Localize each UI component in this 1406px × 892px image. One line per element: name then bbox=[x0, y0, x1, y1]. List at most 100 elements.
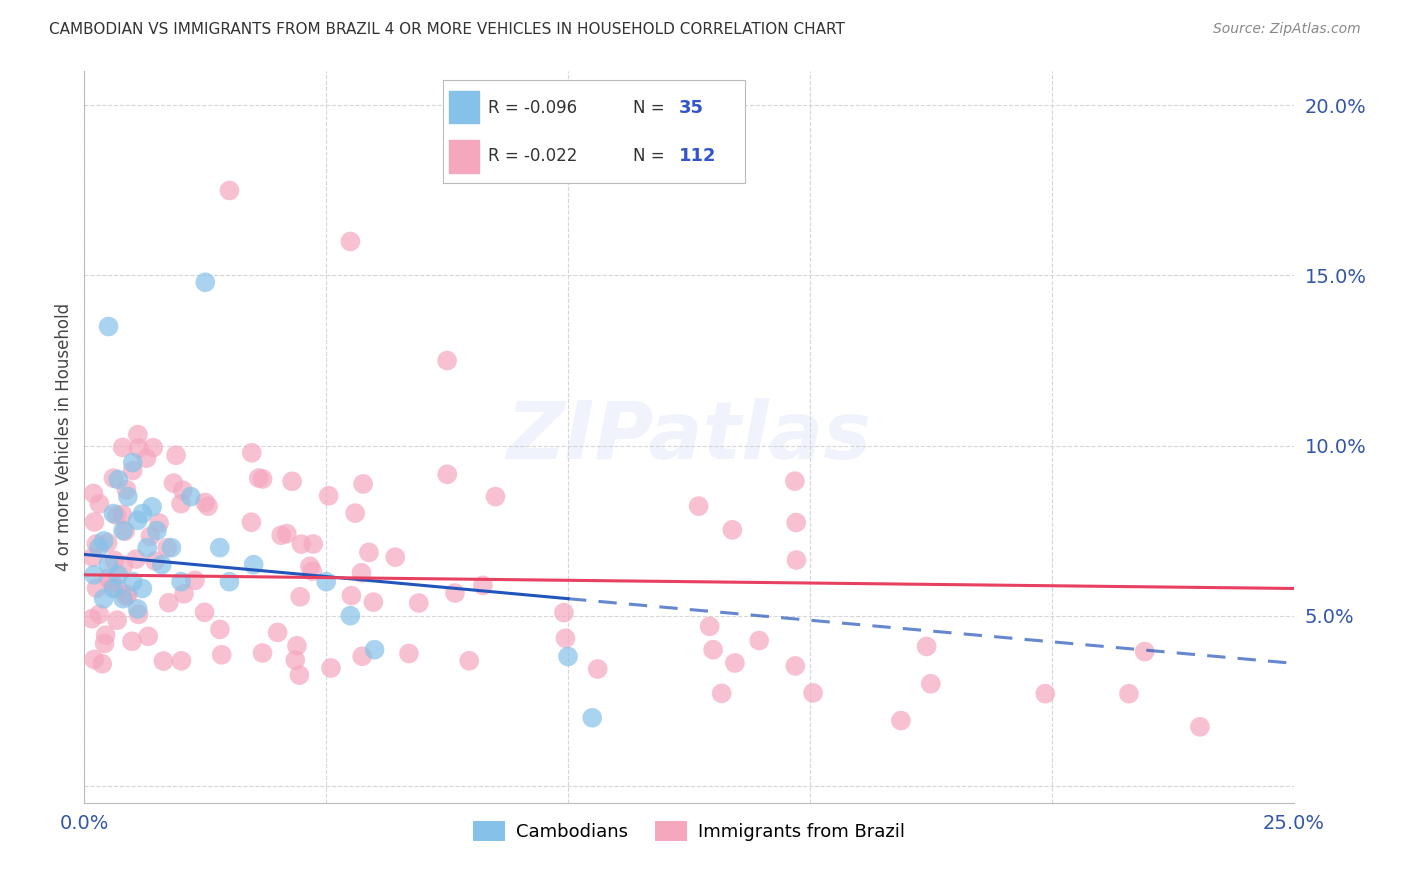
Point bbox=[136, 629, 159, 643]
Point bbox=[890, 714, 912, 728]
Text: R = -0.096: R = -0.096 bbox=[488, 99, 578, 117]
Point bbox=[211, 648, 233, 662]
Point bbox=[82, 486, 104, 500]
Point bbox=[1033, 687, 1056, 701]
Point bbox=[93, 533, 115, 548]
Point bbox=[586, 662, 609, 676]
Point bbox=[107, 567, 129, 582]
Point bbox=[83, 567, 105, 582]
Point bbox=[82, 550, 104, 565]
Point bbox=[105, 581, 128, 595]
Point bbox=[350, 566, 373, 580]
Point bbox=[121, 456, 143, 470]
Point bbox=[103, 507, 125, 521]
Point bbox=[270, 528, 292, 542]
Point bbox=[97, 535, 120, 549]
Point bbox=[194, 605, 217, 619]
Point bbox=[115, 483, 138, 497]
Point bbox=[173, 587, 195, 601]
Text: CAMBODIAN VS IMMIGRANTS FROM BRAZIL 4 OR MORE VEHICLES IN HOUSEHOLD CORRELATION : CAMBODIAN VS IMMIGRANTS FROM BRAZIL 4 OR… bbox=[49, 22, 845, 37]
Point bbox=[93, 591, 115, 606]
Point bbox=[557, 649, 579, 664]
Bar bbox=[449, 91, 479, 123]
Point bbox=[471, 578, 494, 592]
Point bbox=[83, 515, 105, 529]
Point bbox=[127, 513, 149, 527]
Point bbox=[484, 490, 506, 504]
Point bbox=[112, 524, 135, 538]
Point bbox=[340, 589, 363, 603]
Point bbox=[284, 653, 307, 667]
Point bbox=[218, 574, 240, 589]
Point bbox=[339, 235, 361, 249]
Point bbox=[208, 623, 231, 637]
Point bbox=[170, 497, 193, 511]
Point bbox=[162, 476, 184, 491]
Point bbox=[252, 472, 274, 486]
Point bbox=[194, 495, 217, 509]
Point bbox=[89, 497, 111, 511]
Text: ZIPatlas: ZIPatlas bbox=[506, 398, 872, 476]
Point bbox=[121, 574, 143, 589]
Point bbox=[121, 463, 143, 477]
Point bbox=[208, 541, 231, 555]
Point bbox=[699, 619, 721, 633]
Point bbox=[724, 656, 747, 670]
Legend: Cambodians, Immigrants from Brazil: Cambodians, Immigrants from Brazil bbox=[465, 814, 912, 848]
Point bbox=[1133, 644, 1156, 658]
Point bbox=[408, 596, 430, 610]
Point bbox=[97, 319, 120, 334]
Point bbox=[160, 541, 183, 555]
Point bbox=[352, 477, 374, 491]
Point bbox=[301, 564, 323, 578]
Point bbox=[148, 516, 170, 530]
Point bbox=[125, 552, 148, 566]
Text: R = -0.022: R = -0.022 bbox=[488, 147, 578, 165]
Point bbox=[131, 582, 153, 596]
Text: Source: ZipAtlas.com: Source: ZipAtlas.com bbox=[1213, 22, 1361, 37]
Point bbox=[247, 471, 270, 485]
Point bbox=[344, 506, 367, 520]
Point bbox=[103, 582, 125, 596]
Point bbox=[197, 499, 219, 513]
Point bbox=[357, 545, 380, 559]
Point bbox=[266, 625, 288, 640]
Point bbox=[702, 642, 724, 657]
Point bbox=[103, 471, 125, 485]
Point bbox=[91, 657, 114, 671]
Point bbox=[143, 554, 166, 568]
Point bbox=[339, 608, 361, 623]
Point bbox=[105, 508, 128, 522]
Point bbox=[157, 596, 180, 610]
Point bbox=[240, 515, 263, 529]
Point bbox=[139, 529, 162, 543]
Point bbox=[103, 553, 125, 567]
Point bbox=[384, 550, 406, 565]
Point bbox=[184, 574, 207, 588]
Point bbox=[111, 441, 134, 455]
Point bbox=[1188, 720, 1211, 734]
Point bbox=[86, 581, 108, 595]
Point bbox=[107, 473, 129, 487]
Point bbox=[89, 607, 111, 622]
Point bbox=[318, 489, 340, 503]
Point bbox=[319, 661, 342, 675]
Point bbox=[170, 654, 193, 668]
Text: 112: 112 bbox=[679, 147, 716, 165]
Point bbox=[114, 524, 136, 539]
Point bbox=[121, 634, 143, 648]
Point bbox=[785, 659, 807, 673]
Point bbox=[436, 467, 458, 482]
Point bbox=[94, 628, 117, 642]
Point bbox=[105, 613, 128, 627]
Point bbox=[240, 446, 263, 460]
Point bbox=[920, 677, 942, 691]
Point bbox=[194, 275, 217, 289]
Point bbox=[553, 606, 575, 620]
Point bbox=[87, 541, 110, 555]
Point bbox=[156, 541, 179, 555]
Point bbox=[554, 632, 576, 646]
Text: 35: 35 bbox=[679, 99, 703, 117]
Point bbox=[101, 576, 124, 591]
Point bbox=[298, 559, 321, 574]
